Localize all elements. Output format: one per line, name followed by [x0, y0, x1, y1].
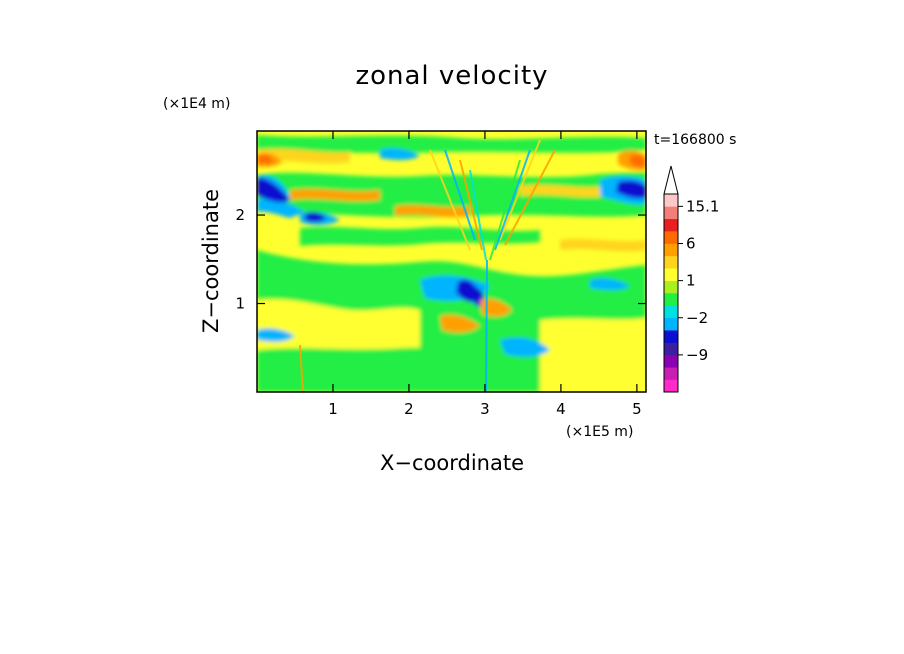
colorbar-swatch: [664, 218, 678, 232]
colorbar-label: −9: [686, 346, 708, 364]
plot-frame: [256, 130, 647, 393]
wave-streaks: [299, 139, 556, 392]
colorbar-swatch: [664, 206, 678, 220]
chart-title: zonal velocity: [355, 61, 548, 91]
colorbar-swatch: [664, 354, 678, 368]
colorbar-swatch: [664, 342, 678, 356]
colorbar-swatch: [664, 293, 678, 306]
x-tick-label: 5: [632, 400, 642, 418]
colorbar-swatch: [664, 194, 678, 207]
colorbar-swatch: [664, 317, 678, 331]
x-tick-label: 3: [480, 400, 490, 418]
time-label: t=166800 s: [654, 132, 736, 148]
y-tick-label: 2: [235, 206, 245, 224]
x-tick-label: 1: [328, 400, 338, 418]
y-axis-ticks: 12: [235, 206, 646, 313]
x-tick-label: 4: [556, 400, 566, 418]
colorbar-label: 6: [686, 235, 696, 253]
colorbar-swatch: [664, 268, 678, 281]
colorbar-swatch: [664, 255, 678, 269]
x-axis-ticks: 1 2 3 4 5: [328, 131, 642, 418]
y-multiplier: (×1E4 m): [163, 96, 230, 112]
x-tick-label: 2: [404, 400, 414, 418]
colorbar-swatch: [664, 243, 678, 257]
colorbar-extend-arrow: [663, 165, 679, 195]
colorbar: 15.1 6 1 −2 −9: [663, 165, 719, 393]
x-multiplier: (×1E5 m): [566, 424, 633, 440]
heatmap-field: [257, 131, 646, 392]
colorbar-swatch: [664, 231, 678, 244]
colorbar-label: 15.1: [686, 197, 719, 215]
y-axis-label: Z−coordinate: [199, 189, 223, 333]
colorbar-label: 1: [686, 272, 696, 290]
colorbar-swatch: [664, 379, 678, 393]
colorbar-swatch: [664, 305, 678, 319]
x-axis-label: X−coordinate: [380, 451, 524, 475]
colorbar-swatch: [664, 330, 678, 343]
colorbar-label: −2: [686, 309, 708, 327]
colorbar-swatch: [664, 367, 678, 380]
colorbar-swatch: [664, 280, 678, 294]
y-tick-label: 1: [235, 295, 245, 313]
